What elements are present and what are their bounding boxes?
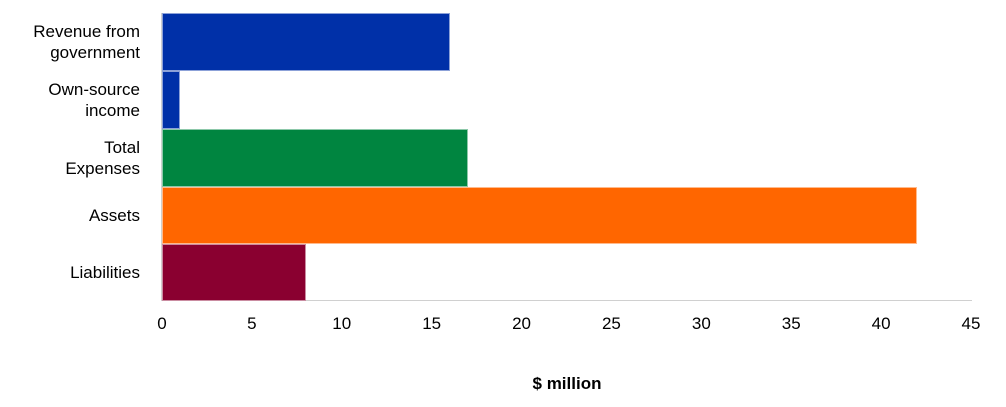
- category-label-revenue: Revenue from government: [33, 22, 140, 62]
- category-label-liabilities: Liabilities: [70, 263, 140, 282]
- x-tick-label: 5: [247, 314, 257, 333]
- x-axis-line: [161, 300, 972, 301]
- bar-assets: [162, 187, 918, 244]
- category-label-assets: Assets: [88, 206, 140, 225]
- x-tick-label: 25: [601, 314, 621, 333]
- x-tick-label: 40: [871, 314, 891, 333]
- bar-liabilities: [162, 244, 306, 301]
- x-tick-label: 35: [781, 314, 801, 333]
- bar-own-source-income: [162, 71, 180, 129]
- bar-revenue-from-government: [162, 13, 450, 71]
- x-tick-label: 45: [961, 314, 981, 333]
- x-tick-label: 20: [512, 314, 532, 333]
- y-axis-line: [161, 13, 162, 301]
- x-axis-title: $ million: [532, 374, 602, 393]
- category-label-total-expenses: Total Expenses: [65, 138, 140, 178]
- bar-total-expenses: [162, 129, 468, 187]
- x-tick-label: 0: [157, 314, 167, 333]
- x-tick-label: 15: [422, 314, 442, 333]
- x-tick-label: 30: [691, 314, 711, 333]
- x-tick-label: 10: [332, 314, 352, 333]
- category-label-own-source: Own-source income: [48, 80, 140, 120]
